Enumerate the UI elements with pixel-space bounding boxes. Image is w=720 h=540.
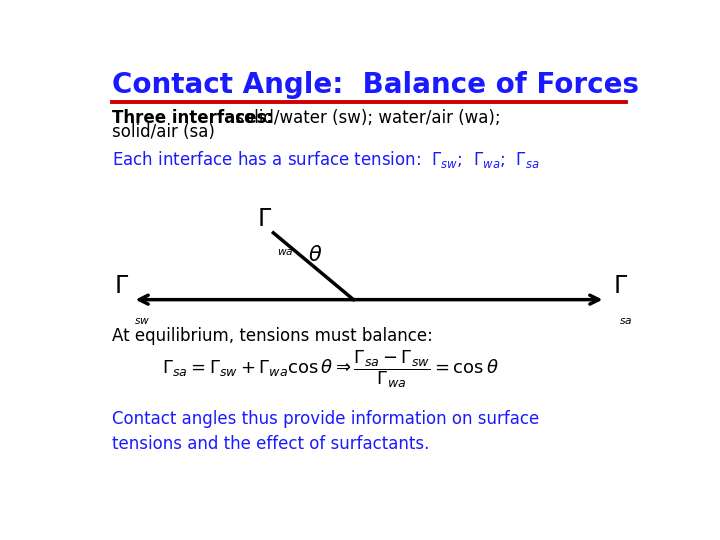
Text: Contact Angle:  Balance of Forces: Contact Angle: Balance of Forces (112, 71, 639, 99)
Text: $_{sa}$: $_{sa}$ (618, 312, 632, 327)
Text: At equilibrium, tensions must balance:: At equilibrium, tensions must balance: (112, 327, 433, 345)
Text: $\Gamma$: $\Gamma$ (257, 206, 272, 231)
Text: $\Gamma_{sa} = \Gamma_{sw} + \Gamma_{wa}\cos\theta \Rightarrow \dfrac{\Gamma_{sa: $\Gamma_{sa} = \Gamma_{sw} + \Gamma_{wa}… (162, 348, 498, 390)
Text: solid/air (sa): solid/air (sa) (112, 123, 215, 141)
Text: $\Gamma$: $\Gamma$ (613, 274, 628, 298)
Text: Contact angles thus provide information on surface
tensions and the effect of su: Contact angles thus provide information … (112, 410, 539, 453)
Text: Each interface has a surface tension:  $\Gamma_{sw}$;  $\Gamma_{wa}$;  $\Gamma_{: Each interface has a surface tension: $\… (112, 150, 539, 171)
Text: Three interfaces:: Three interfaces: (112, 110, 273, 127)
Text: solid/water (sw); water/air (wa);: solid/water (sw); water/air (wa); (230, 110, 501, 127)
Text: $_{sw}$: $_{sw}$ (134, 312, 150, 327)
Text: $\Gamma$: $\Gamma$ (114, 274, 129, 298)
Text: $_{wa}$: $_{wa}$ (277, 243, 294, 258)
Text: $\theta$: $\theta$ (307, 245, 322, 265)
